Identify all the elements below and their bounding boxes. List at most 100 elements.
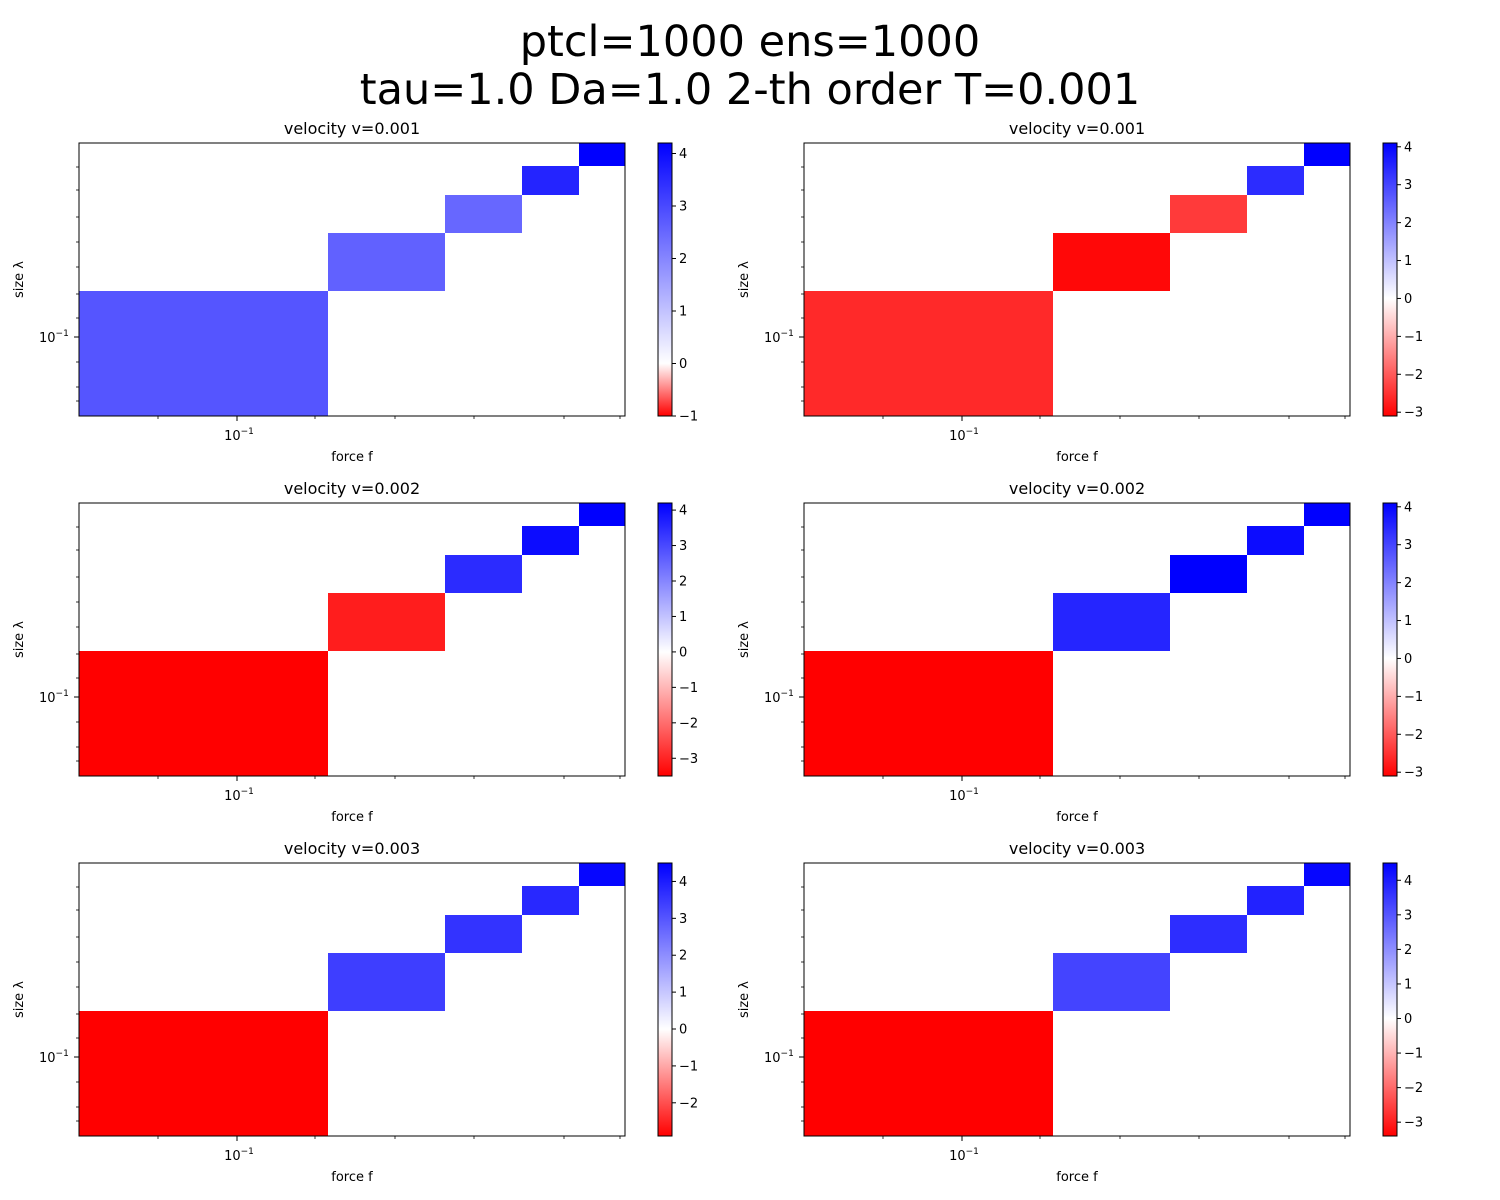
colorbar <box>657 502 673 777</box>
x-axis-label: force f <box>1056 450 1098 465</box>
colorbar-tick-label: 3 <box>679 200 687 215</box>
colorbar-tick-label: 0 <box>679 1023 687 1038</box>
panel-title: velocity v=0.003 <box>284 839 420 858</box>
colorbar-tick-label: 0 <box>679 357 687 372</box>
colorbar-tick-label: 0 <box>1404 652 1412 667</box>
x-axis-label: force f <box>331 810 373 825</box>
colorbar-tick-label: −2 <box>1404 1081 1423 1096</box>
colorbar-tick-label: 1 <box>679 610 687 625</box>
colorbar <box>657 862 673 1137</box>
x-tick-label: 10−1 <box>949 427 979 444</box>
colorbar-tick-label: 4 <box>1404 874 1412 889</box>
colorbar-tick-label: 4 <box>679 875 687 890</box>
heatmap-cell <box>522 886 579 915</box>
colorbar-tick-label: −1 <box>679 1059 698 1074</box>
colorbar-tick-label: 4 <box>679 147 687 162</box>
x-tick-label: 10−1 <box>949 1147 979 1164</box>
x-tick-label: 10−1 <box>949 787 979 804</box>
colorbar-tick-label: −1 <box>1404 1047 1423 1062</box>
plot-frame <box>803 502 1351 777</box>
colorbar-tick-label: 0 <box>1404 292 1412 307</box>
colorbar-tick-label: 3 <box>679 539 687 554</box>
y-tick-label: 10−1 <box>764 329 794 346</box>
colorbar <box>657 142 673 417</box>
x-tick-label: 10−1 <box>224 787 254 804</box>
plot-frame <box>803 142 1351 417</box>
colorbar-tick-label: 3 <box>1404 178 1412 193</box>
heatmap-cell <box>1170 915 1247 953</box>
y-tick-label: 10−1 <box>764 1049 794 1066</box>
heatmap-cell <box>1247 526 1304 555</box>
panel-title: velocity v=0.002 <box>1009 479 1145 498</box>
y-tick-label: 10−1 <box>39 689 69 706</box>
heatmap-cell <box>445 195 522 233</box>
heatmap-cell <box>1170 555 1247 593</box>
y-tick-label: 10−1 <box>39 329 69 346</box>
y-tick-label: 10−1 <box>39 1049 69 1066</box>
y-axis-label: size λ <box>12 261 27 298</box>
colorbar-tick-label: −1 <box>1404 690 1423 705</box>
heatmap-cell <box>328 593 445 651</box>
panel-title: velocity v=0.003 <box>1009 839 1145 858</box>
colorbar-tick-label: 0 <box>1404 1012 1412 1027</box>
heatmap-cell <box>445 555 522 593</box>
figure-title: ptcl=1000 ens=1000 tau=1.0 Da=1.0 2-th o… <box>0 18 1500 114</box>
colorbar-tick-label: 0 <box>679 645 687 660</box>
colorbar-tick-label: −1 <box>679 410 698 425</box>
colorbar-tick-label: −1 <box>679 681 698 696</box>
y-axis-label: size λ <box>737 261 752 298</box>
colorbar-tick-label: −3 <box>679 752 698 767</box>
heatmap-cell <box>328 233 445 291</box>
colorbar-tick-label: 1 <box>679 305 687 320</box>
plot-frame <box>78 862 626 1137</box>
y-axis-label: size λ <box>737 981 752 1018</box>
colorbar-tick-label: 2 <box>679 252 687 267</box>
colorbar <box>1382 502 1398 777</box>
colorbar-tick-label: −2 <box>679 1096 698 1111</box>
colorbar-tick-label: 2 <box>1404 943 1412 958</box>
x-axis-label: force f <box>331 450 373 465</box>
heatmap-cell <box>79 291 328 416</box>
colorbar-tick-label: 2 <box>679 575 687 590</box>
colorbar-tick-label: 3 <box>1404 908 1412 923</box>
colorbar-tick-label: 4 <box>1404 500 1412 515</box>
y-tick-label: 10−1 <box>764 689 794 706</box>
colorbar-tick-label: −2 <box>679 716 698 731</box>
colorbar-tick-label: 4 <box>679 504 687 519</box>
heatmap-cell <box>79 651 328 776</box>
x-tick-label: 10−1 <box>224 427 254 444</box>
heatmap-panel: 10−1 10−1 velocity v=0.001 force f size λ −1 0… <box>12 119 698 465</box>
colorbar-tick-label: 3 <box>679 912 687 927</box>
heatmap-cell <box>1304 503 1350 526</box>
x-axis-label: force f <box>331 1170 373 1185</box>
heatmap-cell <box>1304 143 1350 166</box>
heatmap-cell <box>1304 863 1350 886</box>
heatmap-cell <box>1053 953 1170 1011</box>
panel-title: velocity v=0.002 <box>284 479 420 498</box>
heatmap-cell <box>1053 593 1170 651</box>
x-axis-label: force f <box>1056 1170 1098 1185</box>
colorbar-tick-label: −2 <box>1404 368 1423 383</box>
colorbar-tick-label: 1 <box>1404 614 1412 629</box>
heatmap-cell <box>804 651 1053 776</box>
panel-title: velocity v=0.001 <box>1009 119 1145 138</box>
panel-title: velocity v=0.001 <box>284 119 420 138</box>
plot-frame <box>78 502 626 777</box>
heatmap-panel: 10−1 10−1 velocity v=0.003 force f size λ −3 −… <box>737 839 1423 1185</box>
figure-title-line-1: ptcl=1000 ens=1000 <box>519 17 981 67</box>
heatmap-cell <box>1247 886 1304 915</box>
colorbar-tick-label: −2 <box>1404 728 1423 743</box>
colorbar-tick-label: 2 <box>679 949 687 964</box>
colorbar-tick-label: −1 <box>1404 330 1423 345</box>
heatmap-cell <box>328 953 445 1011</box>
colorbar-tick-label: 1 <box>679 986 687 1001</box>
heatmap-cell <box>522 166 579 195</box>
heatmap-panel: 10−1 10−1 velocity v=0.003 force f size λ −2 −… <box>12 839 698 1185</box>
y-axis-label: size λ <box>737 621 752 658</box>
heatmap-cell <box>579 863 625 886</box>
colorbar-tick-label: −3 <box>1404 1116 1423 1131</box>
heatmap-cell <box>1170 195 1247 233</box>
